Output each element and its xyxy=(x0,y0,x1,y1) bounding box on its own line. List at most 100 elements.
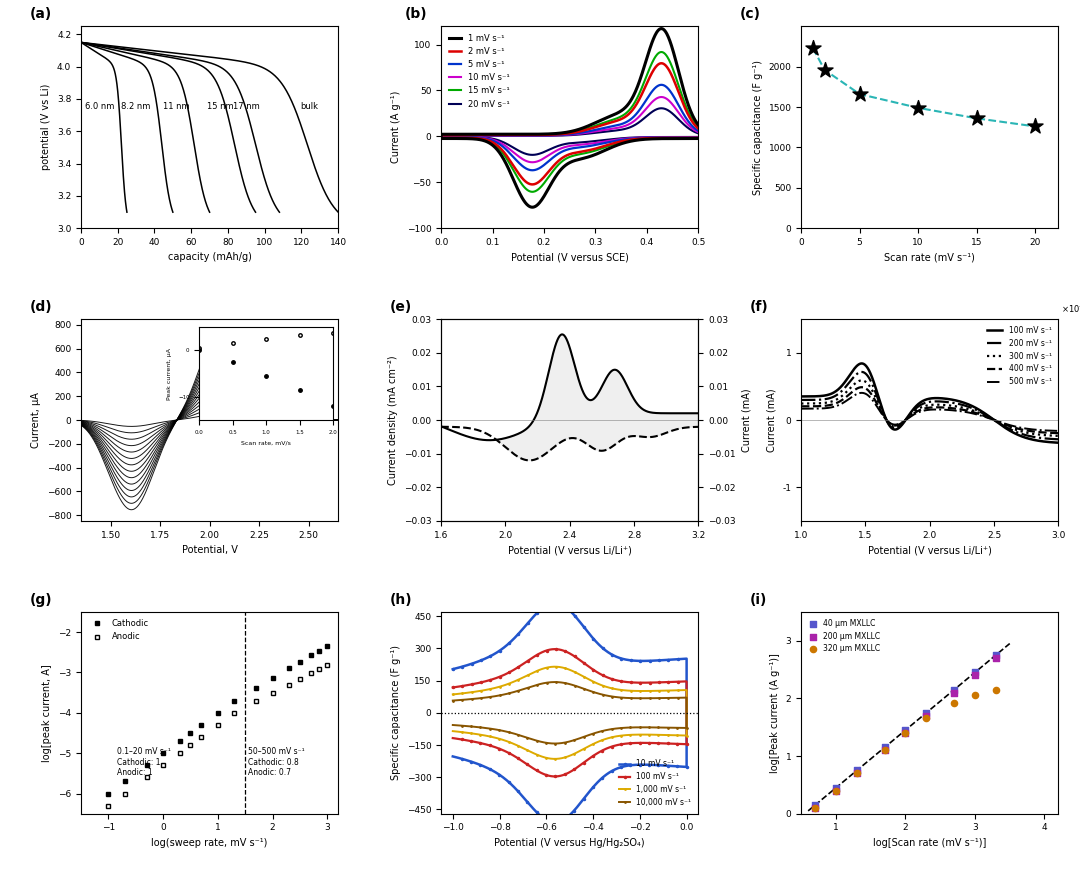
Text: (b): (b) xyxy=(405,7,428,21)
Anodic xyxy=(283,679,296,690)
Text: 0.1–20 mV s⁻¹
Cathodic: 1
Anodic: 1: 0.1–20 mV s⁻¹ Cathodic: 1 Anodic: 1 xyxy=(117,747,171,777)
Cathodic xyxy=(119,776,132,787)
Text: 11 nm: 11 nm xyxy=(163,102,190,110)
X-axis label: Potential (V versus Li/Li⁺): Potential (V versus Li/Li⁺) xyxy=(868,545,991,556)
40 μm MXLLC xyxy=(827,780,845,794)
200 μm MXLLC xyxy=(918,709,935,723)
Anodic xyxy=(266,688,279,698)
320 μm MXLLC xyxy=(876,744,893,758)
X-axis label: capacity (mAh/g): capacity (mAh/g) xyxy=(167,253,252,262)
Text: (h): (h) xyxy=(390,592,413,606)
Legend: 100 mV s⁻¹, 200 mV s⁻¹, 300 mV s⁻¹, 400 mV s⁻¹, 500 mV s⁻¹: 100 mV s⁻¹, 200 mV s⁻¹, 300 mV s⁻¹, 400 … xyxy=(984,323,1054,389)
Cathodic xyxy=(157,748,170,759)
Point xyxy=(909,101,927,115)
Anodic xyxy=(140,772,153,782)
Text: $\times 10^{-3}$: $\times 10^{-3}$ xyxy=(1061,303,1080,315)
320 μm MXLLC xyxy=(987,683,1004,697)
40 μm MXLLC xyxy=(758,838,775,852)
Text: (f): (f) xyxy=(750,300,769,314)
Anodic xyxy=(212,719,225,730)
Cathodic xyxy=(249,682,262,693)
200 μm MXLLC xyxy=(967,668,984,682)
X-axis label: Potential, V: Potential, V xyxy=(181,545,238,556)
Cathodic xyxy=(294,656,307,667)
320 μm MXLLC xyxy=(779,824,796,838)
40 μm MXLLC xyxy=(779,821,796,835)
320 μm MXLLC xyxy=(896,726,914,740)
Text: 6.0 nm: 6.0 nm xyxy=(84,102,114,110)
320 μm MXLLC xyxy=(967,689,984,703)
200 μm MXLLC xyxy=(779,824,796,838)
Cathodic xyxy=(102,788,114,799)
Text: (e): (e) xyxy=(390,300,411,314)
Y-axis label: Current, μA: Current, μA xyxy=(31,392,41,448)
40 μm MXLLC xyxy=(896,723,914,737)
Line: Cathodic: Cathodic xyxy=(106,643,329,796)
Anodic xyxy=(321,660,334,670)
200 μm MXLLC xyxy=(758,842,775,856)
Y-axis label: log[Peak current (A g⁻¹)]: log[Peak current (A g⁻¹)] xyxy=(770,653,780,773)
Point xyxy=(1026,119,1043,133)
Cathodic xyxy=(173,736,186,746)
X-axis label: log(sweep rate, mV s⁻¹): log(sweep rate, mV s⁻¹) xyxy=(151,838,268,848)
X-axis label: Potential (V versus Hg/Hg₂SO₄): Potential (V versus Hg/Hg₂SO₄) xyxy=(495,838,645,848)
320 μm MXLLC xyxy=(918,711,935,725)
40 μm MXLLC xyxy=(848,763,865,777)
Cathodic xyxy=(212,708,225,718)
Cathodic xyxy=(266,673,279,683)
Y-axis label: Current (mA): Current (mA) xyxy=(767,388,777,452)
Anodic xyxy=(157,760,170,771)
Text: (d): (d) xyxy=(29,300,52,314)
320 μm MXLLC xyxy=(848,766,865,780)
Point xyxy=(805,41,822,55)
40 μm MXLLC xyxy=(876,740,893,754)
Text: bulk: bulk xyxy=(300,102,318,110)
Text: 15 nm: 15 nm xyxy=(207,102,234,110)
Text: 8.2 nm: 8.2 nm xyxy=(121,102,151,110)
200 μm MXLLC xyxy=(827,784,845,798)
320 μm MXLLC xyxy=(945,696,962,710)
Cathodic xyxy=(140,760,153,771)
Text: 17 nm: 17 nm xyxy=(233,102,259,110)
200 μm MXLLC xyxy=(987,651,1004,665)
200 μm MXLLC xyxy=(945,686,962,700)
Y-axis label: Current (mA): Current (mA) xyxy=(741,388,752,452)
X-axis label: Potential (V versus Li/Li⁺): Potential (V versus Li/Li⁺) xyxy=(508,545,632,556)
Cathodic xyxy=(305,650,318,661)
200 μm MXLLC xyxy=(807,801,824,815)
Point xyxy=(851,88,868,102)
Cathodic xyxy=(312,646,325,656)
320 μm MXLLC xyxy=(758,842,775,856)
Anodic xyxy=(119,788,132,799)
Cathodic xyxy=(283,663,296,674)
200 μm MXLLC xyxy=(876,744,893,758)
200 μm MXLLC xyxy=(848,766,865,780)
Y-axis label: Current (A g⁻¹): Current (A g⁻¹) xyxy=(391,91,401,164)
40 μm MXLLC xyxy=(807,798,824,812)
Text: (c): (c) xyxy=(740,7,760,21)
Cathodic xyxy=(228,696,241,706)
320 μm MXLLC xyxy=(807,801,824,815)
Anodic xyxy=(294,674,307,684)
40 μm MXLLC xyxy=(918,706,935,720)
X-axis label: Scan rate (mV s⁻¹): Scan rate (mV s⁻¹) xyxy=(885,253,975,262)
Anodic xyxy=(249,696,262,707)
Anodic xyxy=(312,664,325,675)
Point xyxy=(815,63,833,77)
Line: Anodic: Anodic xyxy=(106,662,329,808)
Anodic xyxy=(173,748,186,759)
Point xyxy=(968,111,985,125)
Legend: 1 mV s⁻¹, 2 mV s⁻¹, 5 mV s⁻¹, 10 mV s⁻¹, 15 mV s⁻¹, 20 mV s⁻¹: 1 mV s⁻¹, 2 mV s⁻¹, 5 mV s⁻¹, 10 mV s⁻¹,… xyxy=(445,31,513,112)
Text: 50–500 mV s⁻¹
Cathodic: 0.8
Anodic: 0.7: 50–500 mV s⁻¹ Cathodic: 0.8 Anodic: 0.7 xyxy=(248,747,305,777)
40 μm MXLLC xyxy=(945,682,962,696)
40 μm MXLLC xyxy=(967,665,984,679)
Cathodic xyxy=(194,719,207,730)
Cathodic xyxy=(184,728,197,738)
Y-axis label: Current density (mA cm⁻²): Current density (mA cm⁻²) xyxy=(388,355,399,485)
Y-axis label: Specific capacitance (F g⁻¹): Specific capacitance (F g⁻¹) xyxy=(753,60,762,195)
Y-axis label: log[peak current, A]: log[peak current, A] xyxy=(42,664,53,761)
Anodic xyxy=(102,801,114,811)
X-axis label: log[Scan rate (mV s⁻¹)]: log[Scan rate (mV s⁻¹)] xyxy=(873,838,986,848)
Text: (a): (a) xyxy=(29,7,52,21)
Legend: 10 mV s⁻¹, 100 mV s⁻¹, 1,000 mV s⁻¹, 10,000 mV s⁻¹: 10 mV s⁻¹, 100 mV s⁻¹, 1,000 mV s⁻¹, 10,… xyxy=(616,756,694,810)
